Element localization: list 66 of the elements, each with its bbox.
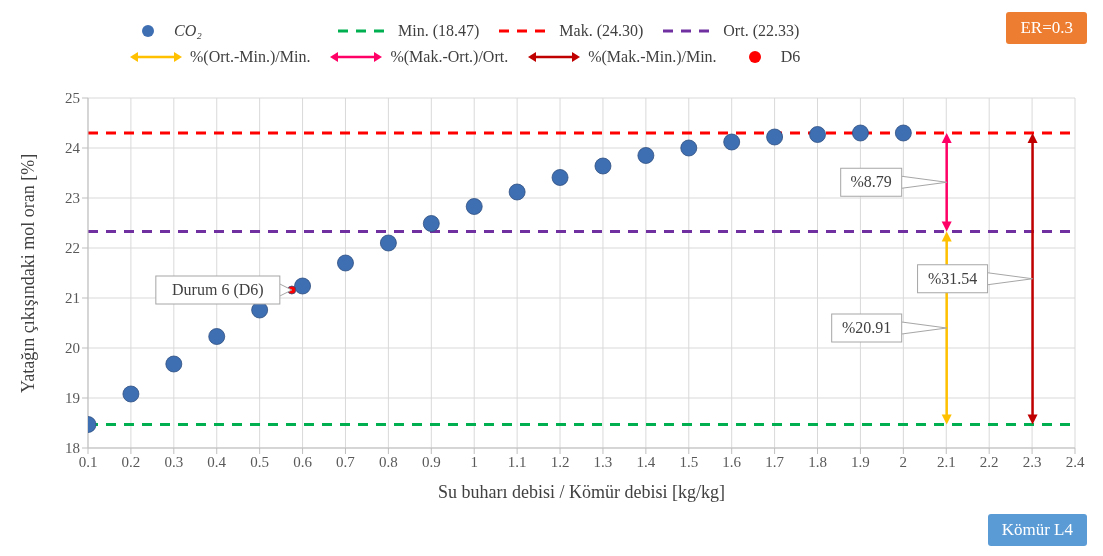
legend-label: D6 xyxy=(780,48,801,66)
x-tick-label: 1.7 xyxy=(765,453,785,470)
annotation: %8.79 xyxy=(850,173,892,191)
x-tick-label: 1.8 xyxy=(808,453,827,470)
point xyxy=(122,385,140,403)
point xyxy=(508,183,526,201)
text: ER=0.3 xyxy=(1006,12,1087,44)
point xyxy=(594,157,612,175)
y-tick-label: 19 xyxy=(65,390,80,407)
point xyxy=(379,234,397,252)
point xyxy=(294,277,311,295)
legend-label: Min. (18.47) xyxy=(398,22,480,40)
x-tick-label: 0.7 xyxy=(336,453,356,470)
x-tick-label: 1.5 xyxy=(679,453,699,470)
y-tick-label: 25 xyxy=(65,90,80,107)
x-tick-label: 0.8 xyxy=(379,453,398,470)
annotation: Durum 6 (D6) xyxy=(172,281,264,299)
y-tick-label: 22 xyxy=(65,240,80,257)
x-tick-label: 1.3 xyxy=(593,453,613,470)
y-tick-label: 18 xyxy=(65,440,80,457)
text: %(Mak.-Ort.)/Ort. xyxy=(390,48,509,66)
point xyxy=(894,124,912,142)
y-tick-label: 23 xyxy=(65,190,80,207)
point xyxy=(208,328,226,345)
point xyxy=(766,128,784,146)
x-tick-label: 0.4 xyxy=(207,453,227,470)
legend-label: Mak. (24.30) xyxy=(559,22,644,40)
x-axis-title: Su buharı debisi / Kömür debisi [kg/kg] xyxy=(438,482,725,502)
point xyxy=(809,126,826,143)
y-tick-label: 21 xyxy=(65,290,80,307)
x-tick-label: 1.9 xyxy=(851,453,870,470)
x-tick-label: 2.3 xyxy=(1022,453,1042,470)
point xyxy=(165,355,183,373)
x-tick-label: 1 xyxy=(470,453,478,470)
annotation: %31.54 xyxy=(927,269,978,287)
x-tick-label: 0.6 xyxy=(293,453,313,470)
point xyxy=(337,254,354,272)
legend-label: CO₂ xyxy=(174,22,202,40)
point xyxy=(852,124,869,142)
x-tick-label: 1.6 xyxy=(722,453,742,470)
y-tick-label: 24 xyxy=(65,140,81,157)
x-tick-label: 0.5 xyxy=(250,453,270,470)
point xyxy=(465,198,483,215)
x-tick-label: 0.2 xyxy=(121,453,141,470)
text: %(Mak.-Min.)/Min. xyxy=(588,48,717,66)
annotation: %20.91 xyxy=(842,319,892,336)
point xyxy=(637,147,655,164)
text: %(Ort.-Min.)/Min. xyxy=(190,48,311,66)
point xyxy=(723,133,741,151)
x-tick-label: 0.9 xyxy=(421,453,441,470)
x-tick-label: 2.1 xyxy=(936,453,956,470)
text: Kömür L4 xyxy=(987,514,1087,546)
x-tick-label: 2.4 xyxy=(1065,453,1085,470)
point xyxy=(680,139,698,157)
x-tick-label: 0.1 xyxy=(78,453,98,470)
y-tick-label: 20 xyxy=(65,340,80,357)
y-axis-title: Yatağın çıkışındaki mol oran [%] xyxy=(18,153,39,393)
x-tick-label: 2.2 xyxy=(979,453,999,470)
x-tick-label: 1.2 xyxy=(550,453,570,470)
x-tick-label: 0.3 xyxy=(164,453,184,470)
x-tick-label: 2 xyxy=(899,453,908,470)
x-tick-label: 1.4 xyxy=(636,453,656,470)
legend-label: Ort. (22.33) xyxy=(723,22,800,40)
point xyxy=(551,169,569,186)
point xyxy=(422,215,440,232)
x-tick-label: 1.1 xyxy=(507,453,527,470)
